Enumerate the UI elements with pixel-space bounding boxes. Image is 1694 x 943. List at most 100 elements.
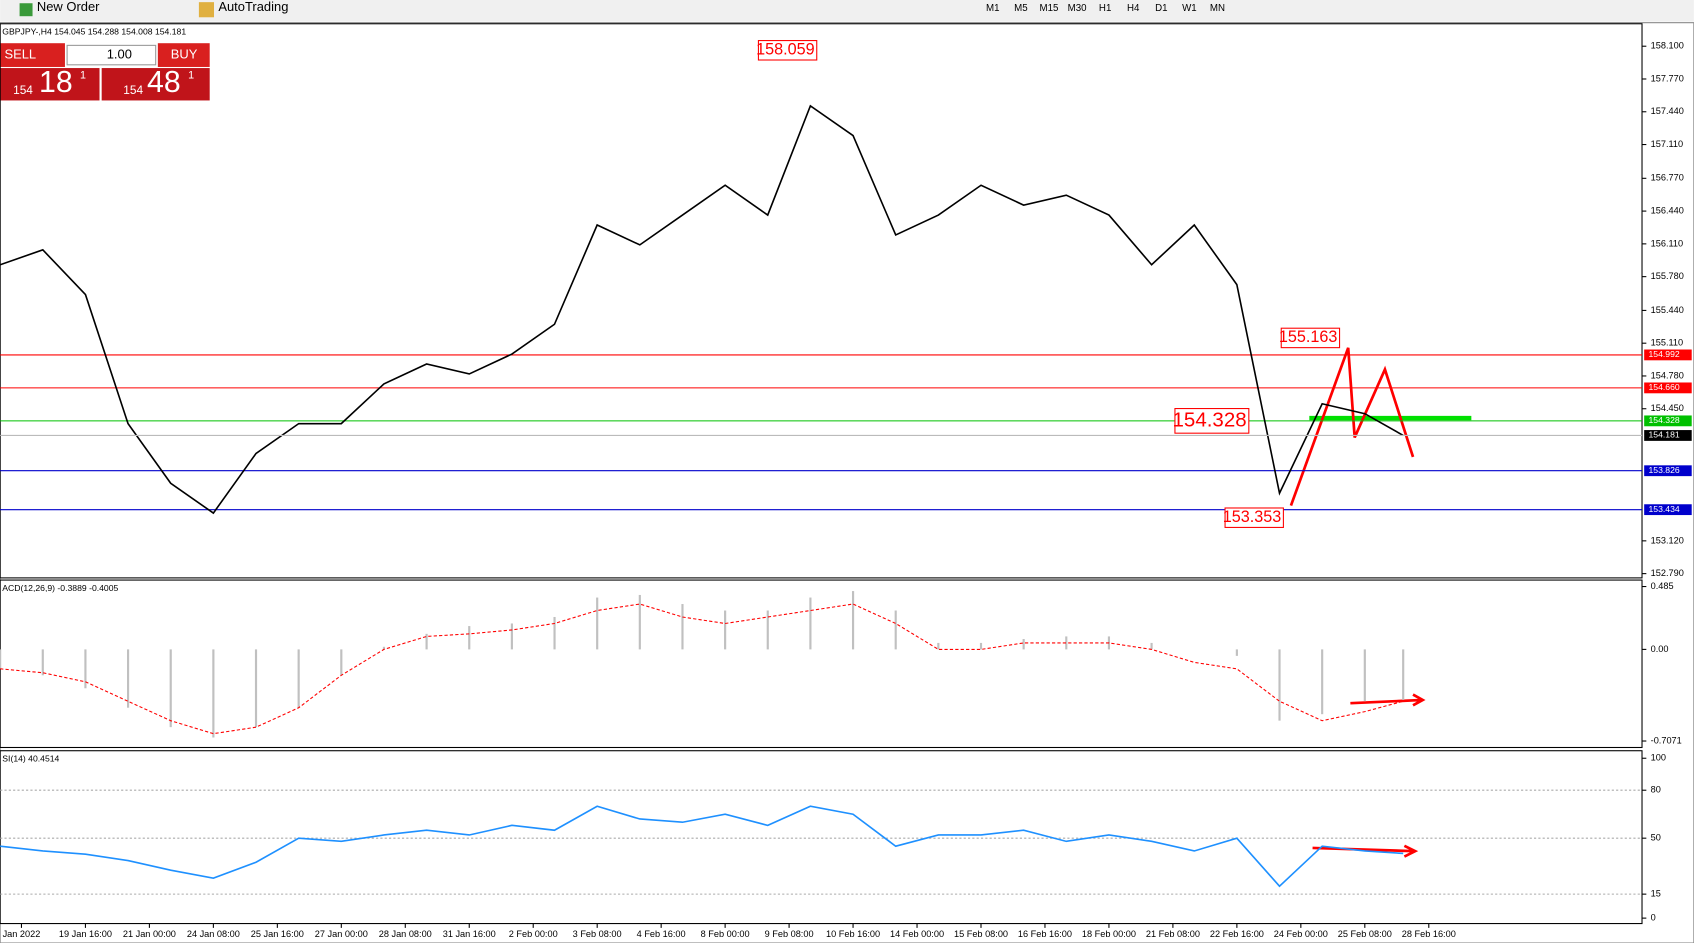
timeframe-button[interactable]: M5 [1014, 3, 1028, 14]
histogram-bar [0, 649, 2, 669]
histogram-bar [254, 649, 258, 728]
x-tick-label: 16 Feb 16:00 [1018, 929, 1072, 939]
buy-price[interactable] [101, 68, 210, 101]
timeframe-button[interactable]: M15 [1040, 3, 1059, 14]
x-tick-label: Jan 2022 [3, 929, 41, 939]
buy-big: 154 [123, 83, 143, 97]
histogram-bar [937, 642, 940, 650]
buy-button[interactable] [157, 43, 210, 67]
histogram-bar [979, 642, 983, 650]
drawings [1289, 347, 1472, 858]
macd-arrow [1350, 693, 1426, 707]
histogram-bar [681, 604, 684, 650]
pane [0, 750, 1643, 925]
price-annotation: 154.328 [1172, 408, 1246, 431]
histogram-bar [41, 649, 44, 676]
timeframes: M1 M5 M15 M30 H1 H4 D1 W1 MN [986, 3, 1225, 14]
x-tick-label: 19 Jan 16:00 [59, 929, 112, 939]
sell-pips: 18 [39, 66, 73, 99]
pane-title: SI(14) 40.4514 [2, 754, 59, 764]
y-tick-label: 156.110 [1651, 238, 1683, 248]
level-tag [1644, 465, 1692, 477]
timeframe-button[interactable]: W1 [1182, 3, 1197, 14]
histogram-bar [553, 616, 556, 650]
buy-pips: 48 [147, 66, 181, 99]
histogram-bar [169, 649, 172, 728]
histogram-bar [1235, 649, 1238, 656]
price-annotation: 158.059 [756, 41, 815, 59]
timeframe-button[interactable]: H1 [1099, 3, 1111, 14]
x-tick-label: 21 Jan 00:00 [123, 929, 176, 939]
x-tick-label: 25 Jan 16:00 [251, 929, 304, 939]
histogram-bar [212, 649, 215, 738]
histogram-bar [1278, 649, 1281, 721]
sell-frac: 1 [80, 69, 86, 81]
x-tick-label: 24 Feb 00:00 [1274, 929, 1328, 939]
sell-button[interactable] [0, 43, 65, 67]
histogram-bar [1065, 636, 1068, 650]
x-tick-label: 18 Feb 00:00 [1082, 929, 1136, 939]
series-line [0, 104, 1404, 515]
volume-input[interactable] [66, 44, 157, 66]
price-annotation-box [757, 40, 818, 61]
pane [0, 23, 1643, 579]
autotrading-icon[interactable] [198, 2, 215, 18]
level-label: 153.434 [1648, 504, 1679, 514]
new-order-button[interactable]: New Order [37, 0, 100, 14]
toolbar [0, 0, 1694, 22]
autotrading-button[interactable]: AutoTrading [218, 0, 288, 14]
pane [0, 579, 1643, 749]
histogram-bar [1363, 649, 1366, 702]
level-label: 154.992 [1648, 349, 1679, 359]
level-tag [1644, 415, 1692, 427]
histogram-bar [1150, 642, 1153, 650]
histogram-bar [468, 626, 471, 650]
histogram-bar [340, 649, 343, 676]
histogram-bar [84, 649, 87, 689]
histogram-bar [382, 646, 386, 650]
x-tick-label: 2 Feb 00:00 [509, 929, 558, 939]
histogram-bar [894, 610, 897, 650]
new-order-icon[interactable] [19, 3, 33, 17]
rsi-arrow [1312, 844, 1419, 858]
sell-big: 154 [13, 83, 33, 97]
histogram-bar [126, 649, 130, 708]
timeframe-button[interactable]: D1 [1155, 3, 1167, 14]
histogram-bar [766, 610, 769, 650]
buy-label: BUY [171, 47, 198, 62]
x-tick-label: 28 Feb 16:00 [1402, 929, 1456, 939]
level-label: 154.328 [1648, 415, 1679, 425]
timeframe-button[interactable]: M1 [986, 3, 1000, 14]
y-tick-label: 155.110 [1651, 338, 1683, 348]
x-tick-label: 9 Feb 08:00 [765, 929, 814, 939]
price-annotation: 153.353 [1223, 508, 1282, 526]
x-tick-label: 24 Jan 08:00 [187, 929, 240, 939]
y-tick-label: 158.100 [1651, 41, 1684, 51]
y-tick-label: 15 [1651, 889, 1661, 899]
histogram-bar [1402, 649, 1405, 700]
timeframe-button[interactable]: M30 [1068, 3, 1088, 14]
histogram-bar [638, 594, 641, 650]
y-tick-label: 0 [1651, 913, 1656, 923]
pane-title: GBPJPY-,H4 154.045 154.288 154.008 154.1… [2, 27, 186, 37]
histogram-bar [1022, 639, 1025, 650]
y-tick-label: 155.780 [1651, 271, 1684, 281]
level-tag [1644, 382, 1692, 394]
level-tag [1644, 504, 1692, 516]
y-tick-label: 157.440 [1651, 106, 1684, 116]
x-tick-label: 28 Jan 08:00 [379, 929, 432, 939]
x-tick-label: 21 Feb 08:00 [1146, 929, 1200, 939]
x-tick-label: 25 Feb 08:00 [1338, 929, 1392, 939]
sell-label: SELL [4, 47, 36, 62]
timeframe-button[interactable]: H4 [1127, 3, 1140, 14]
y-tick-label: 0.485 [1651, 581, 1674, 591]
price-annotation-box [1224, 507, 1284, 528]
level-label: 154.660 [1648, 382, 1679, 392]
sell-price[interactable] [0, 68, 100, 101]
timeframe-button[interactable]: MN [1210, 3, 1225, 14]
level-tag [1644, 349, 1692, 361]
y-tick-label: 100 [1651, 753, 1666, 763]
y-tick-label: 157.110 [1651, 139, 1683, 149]
y-tick-label: 152.790 [1651, 568, 1684, 578]
